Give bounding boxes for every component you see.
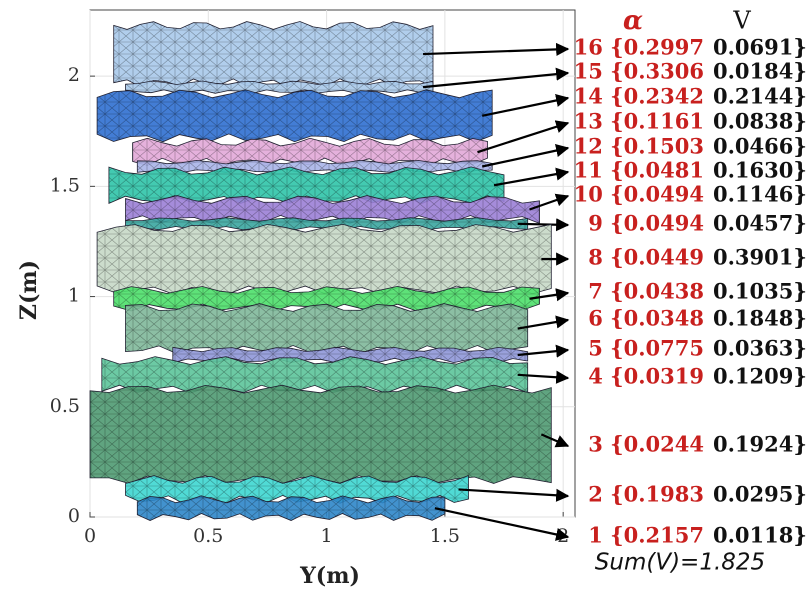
alpha-label: 8 {0.0449 — [588, 245, 704, 270]
y-tick-label: 1.5 — [50, 174, 80, 196]
sum-label: Sum(V)=1.825 — [595, 550, 765, 576]
v-label: 0.0466} — [713, 134, 807, 159]
v-label: 0.1924} — [713, 432, 807, 457]
alpha-label: 9 {0.0494 — [588, 211, 704, 236]
alpha-label: 2 {0.1983 — [588, 482, 704, 507]
v-label: 0.0184} — [713, 59, 807, 84]
alpha-label: 1 {0.2157 — [588, 523, 704, 548]
v-label: 0.1630} — [713, 158, 807, 183]
v-label: 0.1848} — [713, 306, 807, 331]
x-axis-label: Y(m) — [299, 563, 360, 589]
figure: Z(m) Y(m) α V Sum(V)=1.825 0 0.5 1 1.5 2 0 0.5… — [0, 0, 807, 592]
v-label: 0.0118} — [713, 523, 807, 548]
x-tick-label: 0.5 — [193, 525, 223, 547]
x-tick-label: 1 — [321, 525, 333, 547]
y-tick-label: 2 — [68, 64, 80, 86]
mesh-lines — [90, 385, 551, 483]
y-tick-label: 0.5 — [50, 395, 80, 417]
x-tick-label: 1.5 — [430, 525, 460, 547]
mesh-lines — [97, 90, 492, 142]
leader-arrow — [518, 224, 568, 225]
mesh-lines — [126, 304, 528, 354]
v-label: 0.1035} — [713, 279, 807, 304]
v-header: V — [732, 7, 751, 35]
v-label: 0.0457} — [713, 211, 807, 236]
mesh-lines — [114, 22, 433, 87]
alpha-label: 5 {0.0775 — [588, 336, 704, 361]
v-label: 0.1209} — [713, 364, 807, 389]
alpha-label: 3 {0.0244 — [588, 432, 704, 457]
alpha-header: α — [623, 6, 643, 36]
v-label: 0.0363} — [713, 336, 807, 361]
alpha-label: 7 {0.0438 — [588, 279, 704, 304]
x-tick-label: 0 — [84, 525, 96, 547]
alpha-label: 10 {0.0494 — [574, 182, 704, 207]
mesh-lines — [97, 224, 551, 294]
y-tick-label: 0 — [68, 505, 80, 527]
v-label: 0.0838} — [713, 109, 807, 134]
alpha-label: 6 {0.0348 — [588, 306, 704, 331]
y-axis-label: Z(m) — [16, 260, 42, 320]
y-tick-label: 1 — [68, 285, 80, 307]
alpha-label: 11 {0.0481 — [574, 158, 704, 183]
v-label: 0.2144} — [713, 84, 807, 109]
v-label: 0.3901} — [713, 245, 807, 270]
v-label: 0.1146} — [713, 182, 807, 207]
alpha-label: 14 {0.2342 — [574, 84, 704, 109]
alpha-label: 16 {0.2997 — [574, 35, 704, 60]
v-label: 0.0295} — [713, 482, 807, 507]
alpha-label: 15 {0.3306 — [574, 59, 704, 84]
alpha-label: 12 {0.1503 — [574, 134, 704, 159]
alpha-label: 13 {0.1161 — [574, 109, 704, 134]
alpha-label: 4 {0.0319 — [588, 364, 704, 389]
v-label: 0.0691} — [713, 35, 807, 60]
